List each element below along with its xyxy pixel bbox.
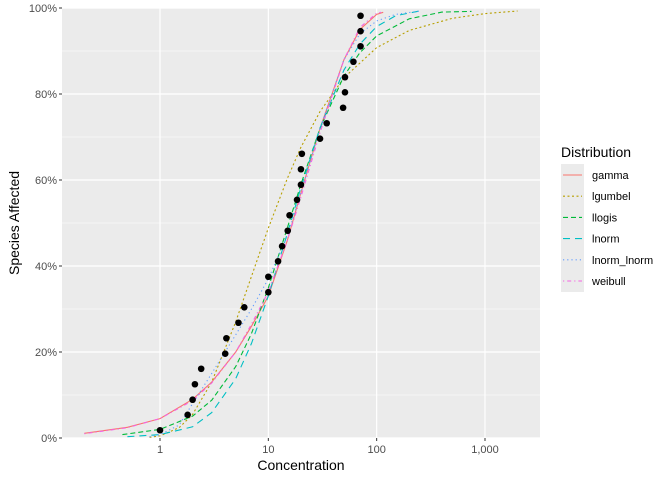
x-axis: 1 10 100 1,000: [157, 438, 499, 456]
y-tick-label: 40%: [35, 261, 57, 273]
legend-title: Distribution: [561, 144, 631, 160]
data-points: [156, 12, 364, 434]
data-point: [284, 227, 292, 235]
y-axis: 0% 20% 40% 60% 80% 100%: [29, 3, 62, 445]
data-point: [221, 350, 229, 358]
data-point: [156, 426, 164, 434]
data-point: [265, 288, 272, 296]
legend-key-background: [561, 164, 584, 292]
data-point: [339, 104, 347, 112]
legend-label: llogis: [592, 212, 618, 224]
legend: Distribution gamma lgumbel llogis lnorm lnor…: [561, 144, 653, 292]
data-point: [341, 88, 349, 96]
x-axis-title: Concentration: [257, 457, 344, 473]
curve-llogis: [122, 10, 472, 436]
legend-label: lgumbel: [592, 191, 631, 203]
legend-label: weibull: [591, 276, 626, 288]
data-point: [298, 150, 306, 158]
x-tick-label: 100: [367, 444, 385, 456]
y-tick-label: 20%: [35, 347, 57, 359]
data-point: [235, 319, 242, 327]
y-tick-label: 60%: [35, 175, 57, 187]
data-point: [240, 303, 248, 311]
curve-lnorm: [127, 10, 420, 438]
data-point: [357, 27, 364, 35]
data-point: [223, 334, 230, 342]
data-point: [184, 411, 191, 419]
data-point: [278, 242, 286, 250]
data-point: [297, 181, 305, 189]
x-tick-label: 1: [157, 444, 163, 456]
data-point: [357, 42, 364, 50]
data-point: [316, 135, 324, 143]
legend-label: gamma: [592, 170, 630, 182]
data-point: [357, 12, 364, 20]
y-tick-label: 100%: [29, 3, 57, 15]
y-tick-label: 0%: [41, 433, 57, 445]
y-tick-label: 80%: [35, 89, 57, 101]
x-tick-label: 1,000: [471, 444, 499, 456]
data-point: [197, 365, 205, 373]
distribution-curves: [84, 10, 518, 438]
data-point: [293, 196, 301, 204]
data-point: [323, 119, 331, 127]
data-point: [341, 73, 349, 81]
data-point: [297, 165, 305, 173]
y-axis-title: Species Affected: [6, 171, 22, 275]
data-point: [274, 257, 282, 265]
curve-weibull: [84, 11, 382, 435]
data-point: [265, 273, 272, 281]
curve-lnorm_lnorm: [149, 10, 420, 438]
legend-label: lnorm_lnorm: [592, 255, 653, 267]
data-point: [350, 58, 357, 66]
data-point: [191, 380, 199, 388]
legend-label: lnorm: [592, 234, 620, 246]
data-point: [286, 211, 293, 219]
gridlines: [62, 7, 540, 439]
data-point: [189, 396, 196, 404]
x-tick-label: 10: [262, 444, 274, 456]
